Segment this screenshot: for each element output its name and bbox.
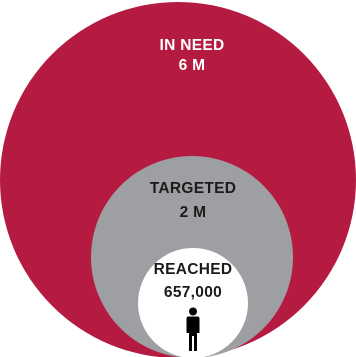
targeted-value: 2 M (180, 204, 207, 221)
reached-title: REACHED (154, 261, 233, 278)
person-icon (186, 307, 200, 351)
reached-group: REACHED 657,000 (138, 248, 248, 357)
reached-circle (138, 248, 248, 357)
targeted-title: TARGETED (150, 180, 237, 197)
in-need-title: IN NEED (160, 37, 225, 54)
reached-value: 657,000 (164, 284, 222, 301)
in-need-value: 6 M (179, 57, 206, 74)
